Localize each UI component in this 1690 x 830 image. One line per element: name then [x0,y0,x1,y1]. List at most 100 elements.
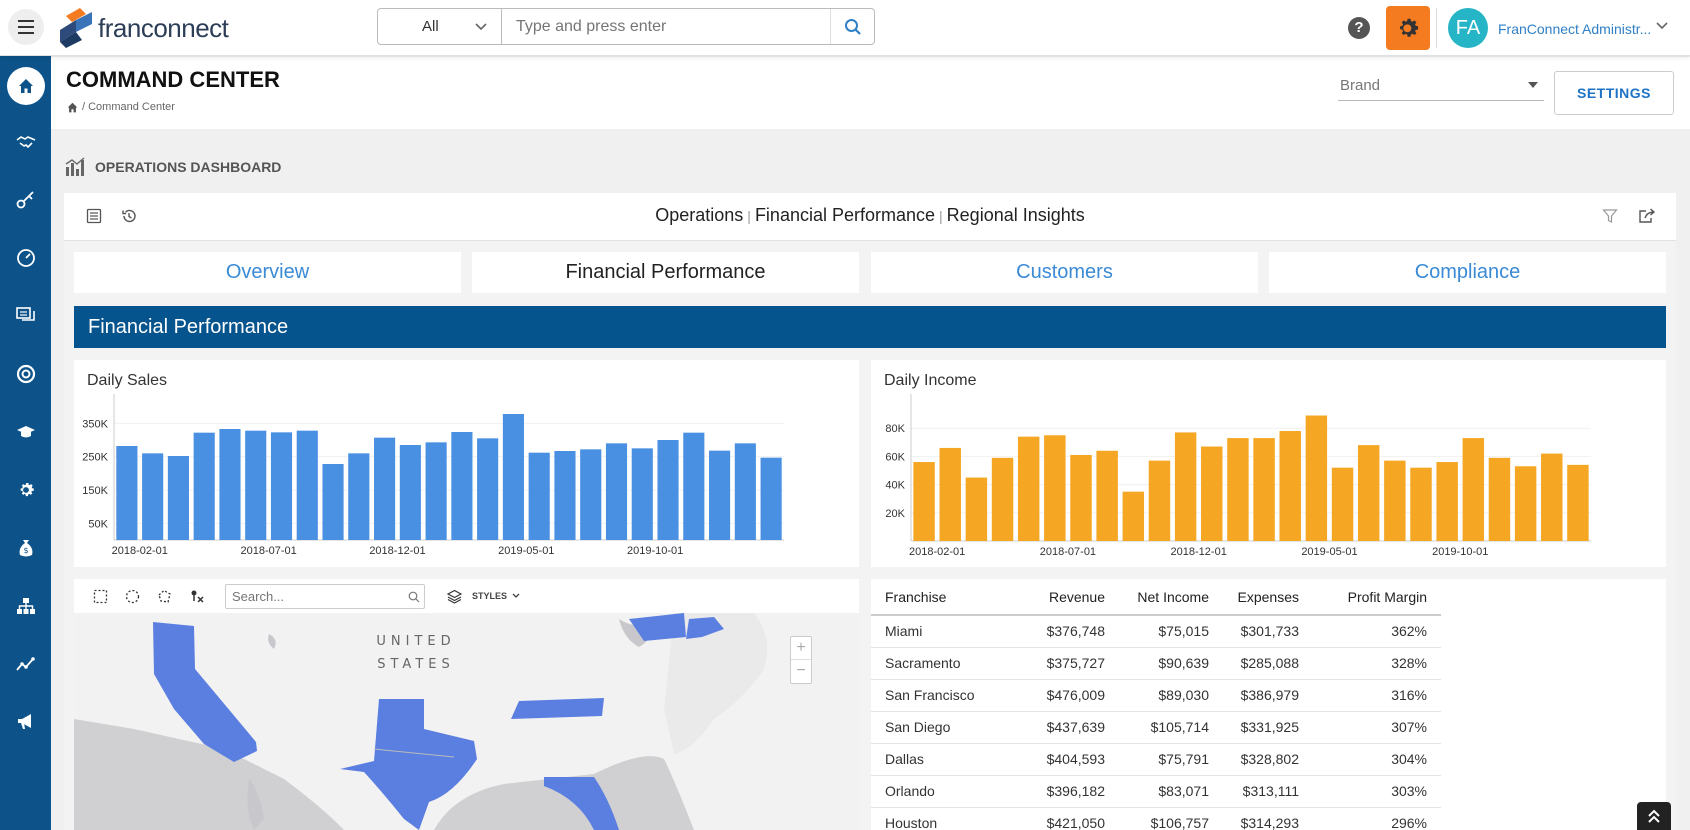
table-row[interactable]: Miami $376,748 $75,015 $301,733 362% [871,615,1441,648]
map-search-input[interactable] [225,584,425,609]
bar[interactable] [1514,466,1537,541]
column-header-net-income[interactable]: Net Income [1119,579,1223,616]
column-header-franchise[interactable]: Franchise [871,579,1029,616]
bar[interactable] [167,456,189,540]
bar[interactable] [270,432,293,540]
zoom-out-button[interactable]: − [796,662,806,679]
sidebar-item-marketing[interactable] [0,702,51,742]
crumb-regional-insights[interactable]: Regional Insights [946,205,1085,225]
brand-select[interactable]: Brand [1338,74,1544,101]
bar[interactable] [528,452,550,540]
bar[interactable] [193,432,215,540]
tab-compliance[interactable]: Compliance [1269,252,1666,293]
sidebar-item-messages[interactable] [0,296,51,336]
bar[interactable] [1541,453,1563,541]
bar[interactable] [657,440,679,540]
bar[interactable] [219,429,241,540]
history-icon[interactable] [121,208,137,224]
bar[interactable] [1070,454,1092,541]
table-row[interactable]: San Diego $437,639 $105,714 $331,925 307% [871,711,1441,744]
bar[interactable] [374,437,396,540]
sidebar-item-training[interactable] [0,412,51,452]
state-california[interactable] [153,622,257,762]
search-scope-select[interactable]: All [378,9,502,44]
bar[interactable] [991,457,1014,541]
bar[interactable] [399,445,421,540]
tab-overview[interactable]: Overview [74,252,461,293]
table-row[interactable]: Sacramento $375,727 $90,639 $285,088 328% [871,647,1441,680]
bar[interactable] [1462,438,1485,541]
bar[interactable] [1044,435,1066,541]
bar[interactable] [1357,445,1380,541]
bar[interactable] [1148,460,1171,541]
bar[interactable] [322,464,344,540]
bar[interactable] [245,430,267,540]
circle-select-icon[interactable] [125,589,140,604]
bar[interactable] [142,453,164,540]
bar[interactable] [1227,438,1249,541]
bar[interactable] [1384,460,1406,541]
column-header-profit-margin[interactable]: Profit Margin [1313,579,1441,616]
bar[interactable] [116,446,138,540]
crumb-operations[interactable]: Operations [655,205,744,225]
avatar[interactable]: FA [1448,8,1488,48]
table-row[interactable]: Dallas $404,593 $75,791 $328,802 304% [871,743,1441,776]
bar[interactable] [425,442,447,540]
bar[interactable] [683,432,705,540]
us-map[interactable]: UNITED STATES [74,579,859,830]
bar[interactable] [913,462,935,541]
table-row[interactable]: Orlando $396,182 $83,071 $313,111 303% [871,775,1441,808]
sidebar-item-performance[interactable] [0,238,51,278]
bar[interactable] [1201,446,1223,541]
bar[interactable] [502,414,524,540]
bar[interactable] [734,443,756,540]
scroll-to-top-button[interactable] [1637,802,1671,830]
bar[interactable] [1567,464,1589,541]
state-texas[interactable] [340,699,477,830]
bar[interactable] [348,453,370,540]
state-massachusetts[interactable] [686,617,724,639]
bar[interactable] [451,432,473,540]
filter-icon[interactable] [1602,208,1618,224]
tab-financial-performance[interactable]: Financial Performance [472,252,859,293]
sidebar-item-home[interactable] [0,66,51,106]
bar[interactable] [1410,467,1432,541]
map-styles-dropdown[interactable]: STYLES [472,591,508,601]
state-tennessee[interactable] [511,698,604,719]
search-input[interactable] [502,9,830,44]
bar[interactable] [1279,431,1301,541]
bar[interactable] [580,449,602,540]
bar[interactable] [1305,415,1328,541]
bar[interactable] [554,451,576,540]
sidebar-item-support[interactable] [0,354,51,394]
chevron-down-icon[interactable] [1656,22,1668,30]
bar[interactable] [605,443,628,540]
bar[interactable] [1331,467,1354,541]
bar[interactable] [631,448,653,540]
search-button[interactable] [830,9,874,44]
bar[interactable] [939,447,961,541]
column-header-expenses[interactable]: Expenses [1223,579,1313,616]
zoom-in-button[interactable]: + [791,637,811,660]
sidebar-item-deals[interactable] [0,122,51,162]
bar[interactable] [1174,432,1197,541]
map-panel[interactable]: UNITED STATES STYLES + − [74,579,859,830]
settings-button[interactable]: SETTINGS [1554,71,1674,115]
bar[interactable] [1017,436,1040,541]
table-row[interactable]: Houston $421,050 $106,757 $314,293 296% [871,807,1441,830]
home-icon[interactable] [67,102,78,113]
bar[interactable] [1436,462,1458,541]
column-header-revenue[interactable]: Revenue [1029,579,1119,616]
bar[interactable] [1096,450,1118,541]
bar[interactable] [760,457,782,540]
layers-icon[interactable] [447,589,462,604]
bar[interactable] [1253,438,1275,541]
tab-customers[interactable]: Customers [871,252,1258,293]
clear-selection-icon[interactable] [189,589,204,604]
share-icon[interactable] [1638,208,1656,224]
help-icon[interactable]: ? [1348,17,1370,39]
bar[interactable] [477,438,499,540]
sidebar-item-analytics[interactable] [0,644,51,684]
sidebar-item-finance[interactable]: $ [0,528,51,568]
bar[interactable] [965,477,988,541]
